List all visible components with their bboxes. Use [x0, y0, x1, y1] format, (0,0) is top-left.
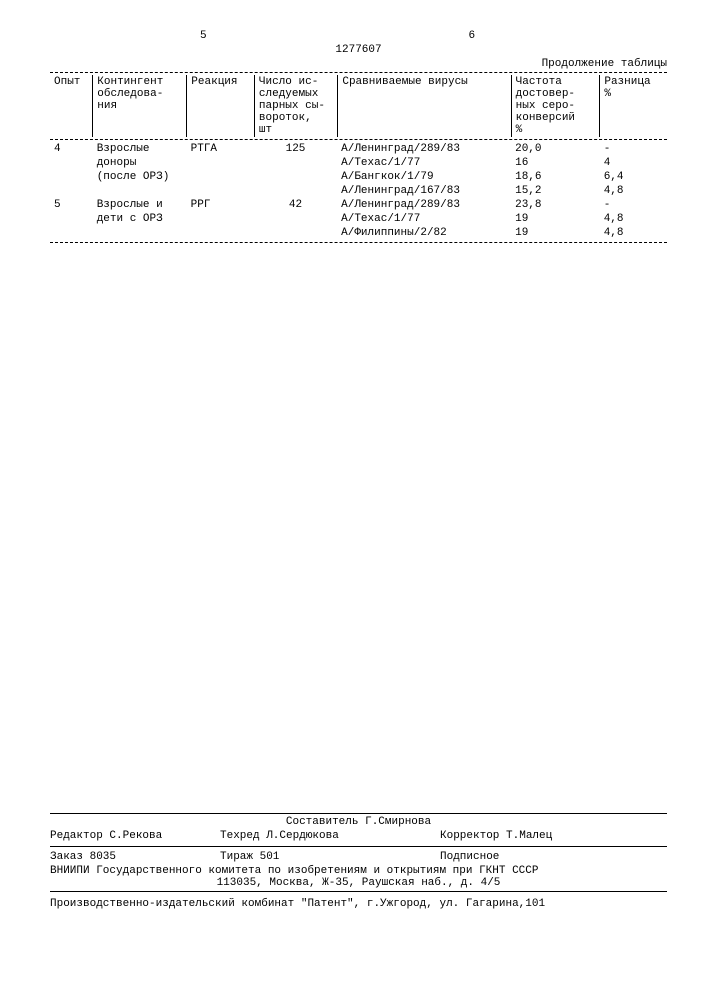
cell-kontingent [93, 184, 187, 198]
data-table-body: 4ВзрослыеРТГА125А/Ленинград/289/8320,0-д… [50, 142, 667, 240]
cell-freq: 15,2 [511, 184, 600, 198]
data-table: Опыт Контингент обследова- ния Реакция Ч… [50, 75, 667, 137]
cell-freq: 20,0 [511, 142, 600, 156]
org-line-1: ВНИИПИ Государственного комитета по изоб… [50, 865, 667, 877]
footer-rule-2 [50, 846, 667, 847]
cell-virus: А/Бангкок/1/79 [337, 170, 511, 184]
table-row: дети с ОРЗ А/Техас/1/77194,8 [50, 212, 667, 226]
cell-chislo: 42 [254, 198, 337, 212]
table-row: 5Взрослые иРРГ42А/Ленинград/289/8323,8- [50, 198, 667, 212]
cell-diff: 4,8 [600, 184, 667, 198]
cell-reakciya [187, 170, 254, 184]
cell-chislo: 125 [254, 142, 337, 156]
cell-virus: А/Техас/1/77 [337, 212, 511, 226]
table-bottom-rule [50, 242, 667, 243]
cell-opyt [50, 226, 93, 240]
cell-freq: 23,8 [511, 198, 600, 212]
footer-rule-3 [50, 891, 667, 892]
cell-kontingent [93, 226, 187, 240]
cell-chislo [254, 226, 337, 240]
page-number-left: 5 [50, 30, 399, 42]
cell-kontingent: (после ОРЗ) [93, 170, 187, 184]
cell-diff: - [600, 142, 667, 156]
cell-reakciya: РТГА [187, 142, 254, 156]
cell-freq: 19 [511, 226, 600, 240]
cell-kontingent: Взрослые [93, 142, 187, 156]
cell-reakciya [187, 226, 254, 240]
cell-diff: - [600, 198, 667, 212]
cell-opyt: 4 [50, 142, 93, 156]
table-row: А/Филиппины/2/82194,8 [50, 226, 667, 240]
tehred: Техред Л.Сердюкова [220, 830, 440, 842]
cell-kontingent: Взрослые и [93, 198, 187, 212]
cell-virus: А/Ленинград/167/83 [337, 184, 511, 198]
cell-freq: 18,6 [511, 170, 600, 184]
continuation-label: Продолжение таблицы [50, 58, 667, 70]
cell-opyt [50, 184, 93, 198]
redaktor: Редактор С.Рекова [50, 830, 220, 842]
col-kontingent: Контингент обследова- ния [93, 75, 187, 137]
footer: Составитель Г.Смирнова Редактор С.Рекова… [50, 811, 667, 910]
cell-opyt [50, 212, 93, 226]
podpisnoe: Подписное [440, 851, 667, 863]
col-chislo: Число ис- следуемых парных сы- вороток, … [254, 75, 337, 137]
table-row: (после ОРЗ) А/Бангкок/1/7918,66,4 [50, 170, 667, 184]
cell-chislo [254, 156, 337, 170]
cell-diff: 4 [600, 156, 667, 170]
cell-reakciya: РРГ [187, 198, 254, 212]
col-virusy: Сравниваемые вирусы [338, 75, 511, 137]
table-row: доноры А/Техас/1/77164 [50, 156, 667, 170]
org-line-2: Производственно-издательский комбинат "П… [50, 898, 667, 910]
cell-virus: А/Техас/1/77 [337, 156, 511, 170]
table-row: 4ВзрослыеРТГА125А/Ленинград/289/8320,0- [50, 142, 667, 156]
zakaz: Заказ 8035 [50, 851, 220, 863]
footer-rule-1 [50, 813, 667, 814]
cell-reakciya [187, 156, 254, 170]
cell-kontingent: доноры [93, 156, 187, 170]
cell-reakciya [187, 184, 254, 198]
addr-line-1: 113035, Москва, Ж-35, Раушская наб., д. … [50, 877, 667, 889]
cell-opyt: 5 [50, 198, 93, 212]
cell-chislo [254, 212, 337, 226]
table-top-rule [50, 72, 667, 73]
col-reakciya: Реакция [187, 75, 255, 137]
cell-diff: 6,4 [600, 170, 667, 184]
cell-diff: 4,8 [600, 212, 667, 226]
cell-virus: А/Ленинград/289/83 [337, 198, 511, 212]
col-chastota: Частота достовер- ных серо- конверсий % [511, 75, 600, 137]
cell-virus: А/Филиппины/2/82 [337, 226, 511, 240]
cell-chislo [254, 184, 337, 198]
cell-diff: 4,8 [600, 226, 667, 240]
table-row: А/Ленинград/167/8315,24,8 [50, 184, 667, 198]
document-number: 1277607 [50, 44, 667, 56]
table-header: Опыт Контингент обследова- ния Реакция Ч… [50, 75, 667, 137]
cell-freq: 19 [511, 212, 600, 226]
cell-opyt [50, 156, 93, 170]
page-number-right: 6 [399, 30, 668, 42]
cell-kontingent: дети с ОРЗ [93, 212, 187, 226]
col-opyt: Опыт [50, 75, 93, 137]
tirazh: Тираж 501 [220, 851, 440, 863]
col-raznica: Разница % [600, 75, 667, 137]
cell-reakciya [187, 212, 254, 226]
cell-opyt [50, 170, 93, 184]
cell-chislo [254, 170, 337, 184]
sostavitel: Составитель Г.Смирнова [50, 816, 667, 828]
korrektor: Корректор Т.Малец [440, 830, 667, 842]
cell-freq: 16 [511, 156, 600, 170]
cell-virus: А/Ленинград/289/83 [337, 142, 511, 156]
table-header-rule [50, 139, 667, 140]
